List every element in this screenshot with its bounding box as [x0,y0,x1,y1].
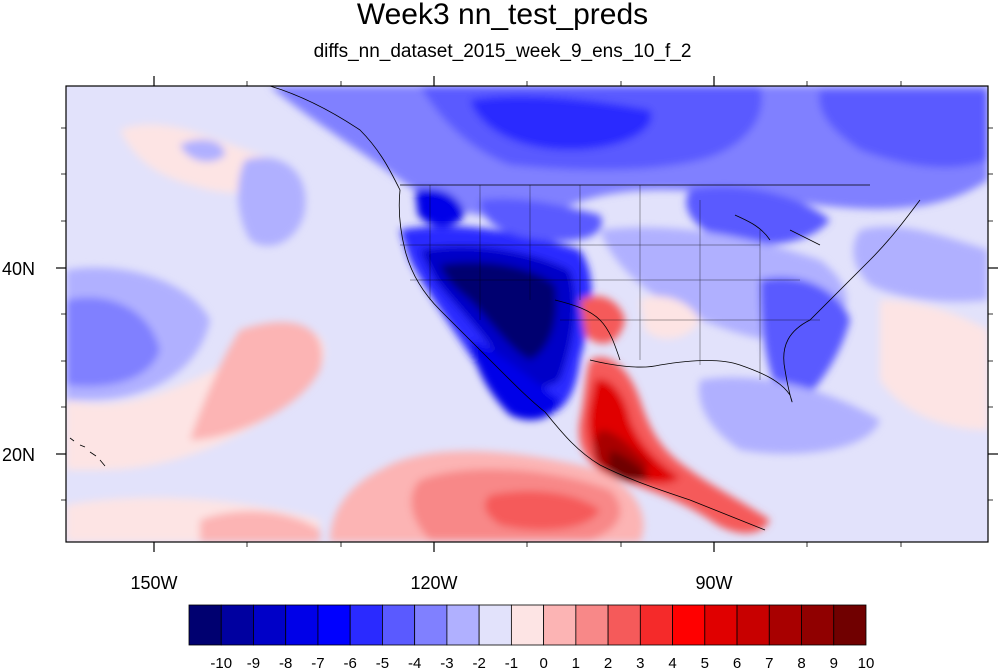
colorbar-swatch [639,604,673,646]
colorbar-swatch [414,604,448,646]
colorbar-label: -4 [408,655,421,672]
colorbar-swatch [446,604,480,646]
colorbar-label: -1 [505,655,518,672]
colorbar-label: -6 [344,655,357,672]
colorbar-swatch [188,604,222,646]
lon-label-150w: 150W [130,573,177,593]
anomaly-field [66,86,988,542]
map-subtitle: diffs_nn_dataset_2015_week_9_ens_10_f_2 [313,41,692,62]
colorbar-label: 7 [765,655,773,672]
minor-ticks [61,81,993,547]
state-borders [400,185,820,380]
colorbar-label: 5 [701,655,709,672]
lon-label-90w: 90W [695,573,732,593]
colorbar-labels: -10 -9 -8 -7 -6 -5 -4 -3 -2 -1 0 1 2 3 4 5 6 7 8 9 10 [210,655,874,672]
colorbar-label: 9 [830,655,838,672]
colorbar-swatch [704,604,738,646]
colorbar-swatch [349,604,383,646]
colorbar-label: 2 [604,655,612,672]
hawaii-islands [69,437,106,467]
colorbar-label: -7 [311,655,324,672]
lon-label-120w: 120W [410,573,457,593]
colorbar-swatch [607,604,641,646]
colorbar-label: -10 [210,655,232,672]
colorbar-label: -9 [247,655,260,672]
colorbar-swatch [317,604,351,646]
coastlines [269,86,921,531]
major-ticks [56,76,998,552]
map-plot-area [66,86,988,542]
colorbar-swatch [253,604,287,646]
colorbar-swatch [510,604,545,646]
colorbar-label: 8 [797,655,805,672]
colorbar-label: 4 [668,655,676,672]
colorbar-label: -3 [440,655,453,672]
colorbar-label: -5 [376,655,389,672]
colorbar-label: 0 [539,655,547,672]
colorbar-swatch [543,604,577,646]
colorbar-swatch [736,604,770,646]
colorbar [188,604,867,646]
lat-label-20n: 20N [2,445,35,465]
colorbar-swatch [672,604,706,646]
map-title: Week3 nn_test_preds [356,0,649,31]
colorbar-swatch [382,604,416,646]
colorbar-label: -8 [279,655,292,672]
colorbar-swatch [575,604,609,646]
colorbar-label: 6 [733,655,741,672]
colorbar-swatch [220,604,254,646]
colorbar-swatch [478,604,512,646]
colorbar-swatch [801,604,835,646]
colorbar-label: -2 [472,655,485,672]
colorbar-label: 10 [858,655,875,672]
colorbar-swatch [833,604,867,646]
colorbar-swatch [285,604,319,646]
lat-label-40n: 40N [2,259,35,279]
colorbar-swatch [768,604,802,646]
colorbar-label: 3 [636,655,644,672]
colorbar-label: 1 [572,655,580,672]
